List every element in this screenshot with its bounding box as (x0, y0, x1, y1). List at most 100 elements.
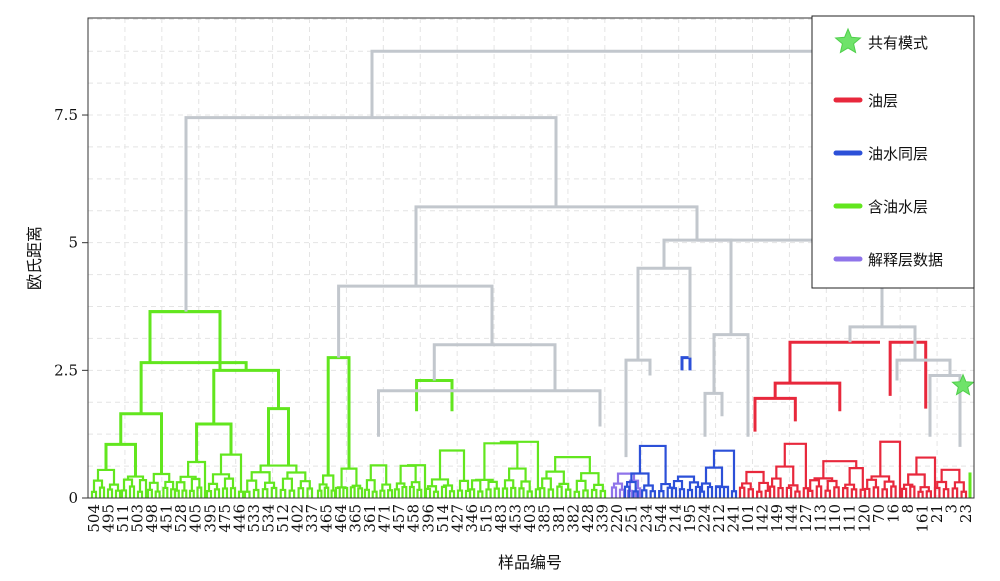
dendrogram-link (128, 485, 136, 498)
dendrogram-link (438, 449, 466, 481)
dendrogram-link (942, 488, 950, 498)
x-tick-label: 528 (172, 504, 190, 533)
dendrogram-link (393, 488, 400, 498)
x-tick-label: 533 (245, 504, 263, 533)
dendrogram-link (299, 480, 311, 489)
dendrogram-link (365, 479, 376, 492)
dendrogram-link (211, 473, 231, 484)
dendrogram-link (448, 490, 456, 498)
dendrogram-link (612, 482, 624, 490)
dendrogram-link (252, 488, 260, 498)
dendrogram-link (636, 266, 692, 361)
dendrogram-link (458, 479, 470, 491)
dendrogram-link (670, 487, 678, 498)
dendrogram-link (334, 486, 341, 498)
dendrogram-link (722, 485, 730, 498)
dendrogram-link (426, 485, 438, 492)
y-axis: 0 2.5 5 7.5 (54, 106, 88, 507)
dendrogram-link (279, 488, 287, 498)
dendrogram-link (610, 486, 618, 498)
x-tick-label: 101 (739, 504, 757, 533)
dendrogram-link (342, 486, 349, 498)
dendrogram-link (822, 460, 858, 479)
y-tick-label: 2.5 (54, 361, 78, 379)
dendrogram-link (564, 488, 572, 498)
x-tick-label: 504 (85, 504, 103, 533)
dendrogram-link (229, 487, 237, 498)
legend-star-icon (834, 27, 862, 54)
dendrogram-link (909, 485, 916, 498)
dendrogram-link (960, 490, 968, 498)
x-tick-label: 464 (332, 504, 350, 533)
x-tick-label: 544 (652, 504, 670, 533)
x-tick-label: 8 (899, 504, 917, 514)
dendrogram-link (223, 477, 235, 489)
dendrogram-link (122, 478, 134, 491)
dendrogram-link (953, 481, 965, 492)
dendrogram-link (688, 481, 700, 490)
x-tick-label: 515 (477, 504, 495, 533)
dendrogram-link (286, 471, 307, 482)
dendrogram-link (164, 480, 175, 490)
dendrogram-link (925, 490, 932, 498)
legend-label: 解释层数据 (868, 251, 943, 269)
x-tick-label: 346 (463, 504, 481, 533)
dendrogram-link (634, 487, 642, 498)
dendrogram-link (316, 489, 323, 498)
x-tick-label: 428 (579, 504, 597, 533)
dendrogram-link (114, 489, 122, 498)
dendrogram-link (470, 479, 482, 492)
dendrogram-link (917, 490, 924, 498)
dendrogram-link (863, 487, 871, 498)
dendrogram-link (573, 490, 581, 498)
dendrogram-link (357, 487, 364, 498)
dendrogram-link (424, 487, 432, 498)
dendrogram-link (349, 486, 356, 498)
dendrogram-links (90, 49, 975, 498)
dendrogram-link (686, 488, 694, 498)
dendrogram-link (487, 480, 498, 490)
dendrogram-link (640, 489, 648, 498)
dendrogram-link (785, 486, 793, 498)
x-tick-label: 365 (347, 504, 365, 533)
dendrogram-link (120, 489, 128, 498)
dendrogram-link (775, 465, 795, 486)
y-axis-title: 欧氏距离 (25, 226, 44, 290)
dendrogram-link (545, 470, 565, 484)
dendrogram-link (626, 480, 637, 492)
dendrogram-link (108, 483, 120, 491)
dendrogram-link (154, 490, 161, 498)
x-tick-label: 220 (608, 504, 626, 533)
dendrogram-link (758, 481, 769, 492)
x-tick-label: 495 (100, 504, 118, 533)
x-tick-label: 110 (826, 504, 844, 533)
dendrogram-link (883, 480, 895, 490)
x-tick-label: 241 (724, 504, 742, 533)
dendrogram-link (850, 488, 858, 498)
dendrogram-link (432, 490, 440, 498)
dendrogram-link (660, 482, 671, 492)
x-tick-label: 224 (695, 504, 713, 533)
dendrogram-link (672, 479, 684, 490)
dendrogram-link (658, 490, 665, 498)
dendrogram-link (826, 479, 838, 491)
dendrogram-link (712, 333, 750, 437)
x-tick-label: 361 (361, 504, 379, 533)
dendrogram-link (741, 482, 752, 490)
x-tick-label: 120 (855, 504, 873, 533)
dendrogram-link (676, 475, 696, 483)
dendrogram-link (662, 238, 733, 335)
x-axis-title: 样品编号 (498, 553, 562, 572)
x-tick-label: 113 (812, 504, 830, 533)
dendrogram-link (104, 442, 137, 477)
x-tick-label: 142 (754, 504, 772, 533)
dendrogram-link (618, 488, 626, 498)
x-tick-label: 465 (318, 504, 336, 533)
dendrogram-link (624, 358, 652, 458)
x-tick-label: 21 (928, 504, 946, 523)
dendrogram-link (187, 460, 207, 498)
dendrogram-link (704, 466, 724, 488)
dendrogram-link (556, 485, 563, 498)
x-tick-label: 483 (492, 504, 510, 533)
